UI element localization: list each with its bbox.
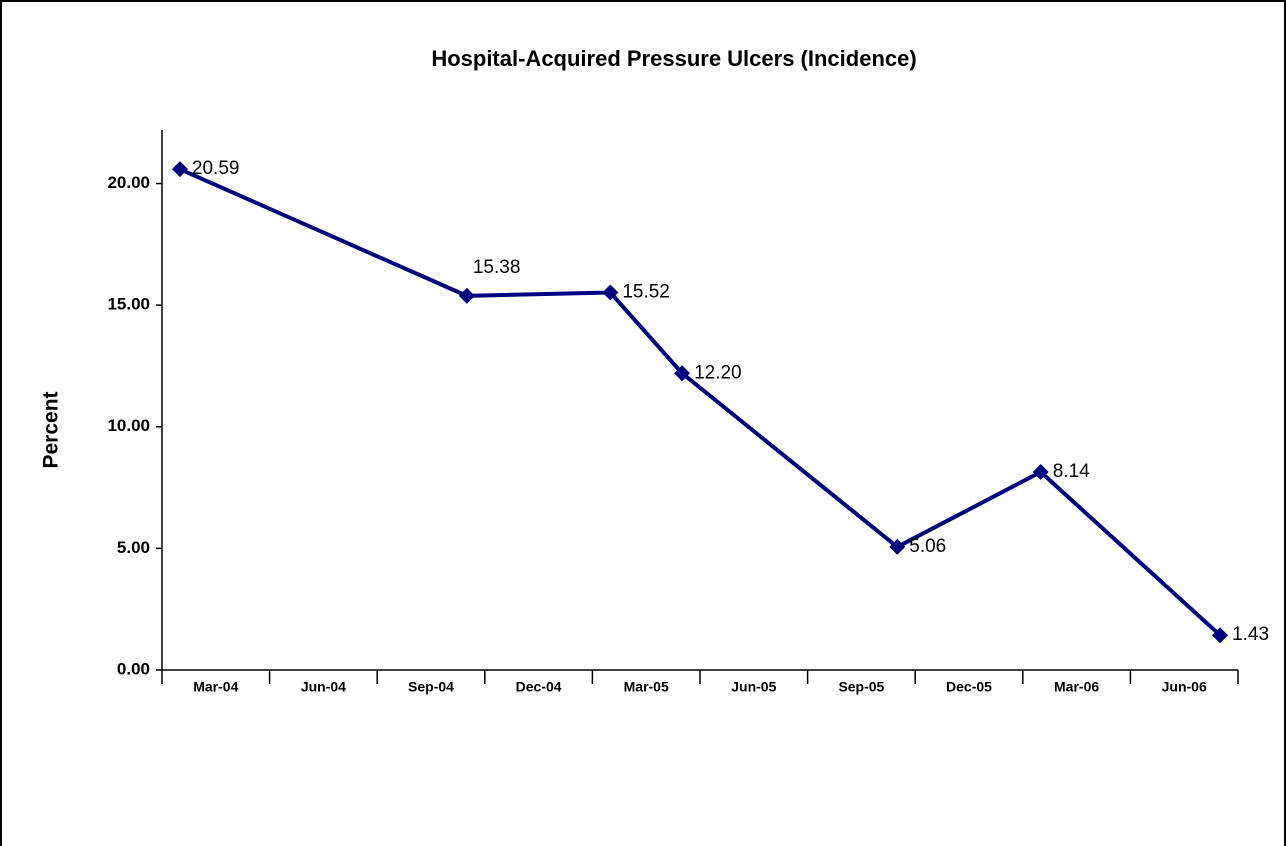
marker: [674, 365, 691, 382]
x-tick-label: Jun-06: [1162, 679, 1207, 695]
x-tick-label: Mar-05: [624, 679, 669, 695]
data-label: 12.20: [694, 362, 742, 383]
x-tick-label: Jun-05: [731, 679, 776, 695]
data-label: 1.43: [1232, 624, 1269, 645]
data-label: 20.59: [192, 158, 240, 179]
data-label: 8.14: [1053, 461, 1090, 482]
y-tick-label: 0.00: [117, 659, 150, 678]
x-tick-label: Mar-06: [1054, 679, 1099, 695]
x-tick-label: Dec-05: [946, 679, 992, 695]
marker: [171, 161, 188, 178]
data-label: 15.52: [622, 282, 670, 303]
x-tick-label: Jun-04: [301, 679, 346, 695]
x-tick-label: Dec-04: [516, 679, 562, 695]
data-label: 5.06: [909, 536, 946, 557]
y-tick-label: 5.00: [117, 538, 150, 557]
marker: [458, 287, 475, 304]
data-label: 15.38: [473, 257, 521, 278]
marker: [1212, 627, 1229, 644]
y-tick-label: 10.00: [107, 416, 150, 435]
y-axis-label: Percent: [40, 391, 63, 468]
marker: [1032, 464, 1049, 480]
x-tick-label: Sep-04: [408, 679, 454, 695]
y-tick-label: 20.00: [107, 173, 150, 192]
marker: [889, 538, 906, 555]
marker: [602, 284, 619, 301]
x-tick-label: Sep-05: [838, 679, 884, 695]
y-tick-label: 15.00: [107, 295, 150, 314]
x-tick-label: Mar-04: [193, 679, 238, 695]
chart-title: Hospital-Acquired Pressure Ulcers (Incid…: [431, 46, 916, 71]
